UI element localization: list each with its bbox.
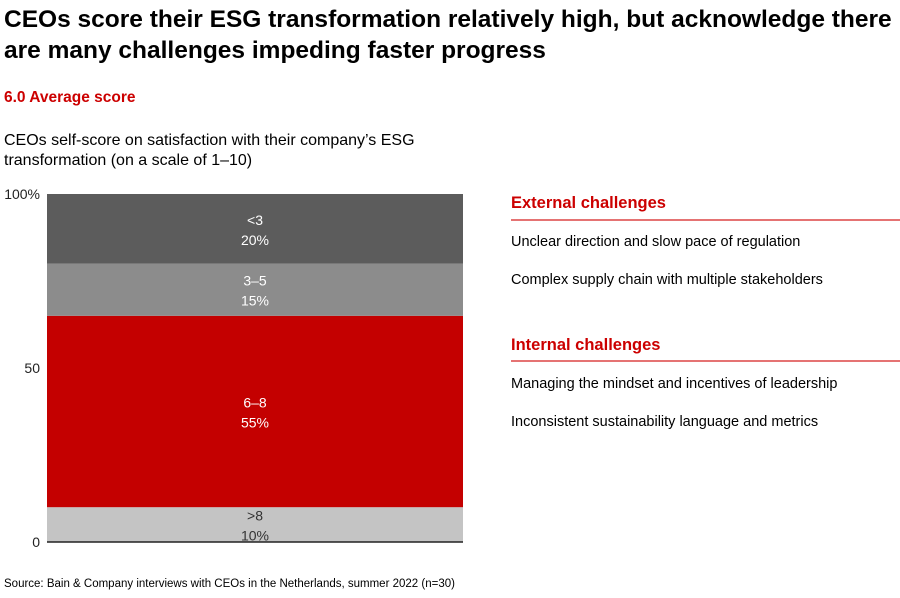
internal-challenge-item: Managing the mindset and incentives of l… — [511, 376, 838, 392]
bar-segment — [47, 315, 463, 508]
segment-value-label: 55% — [241, 415, 269, 431]
bar-segment — [47, 263, 463, 316]
y-tick-label: 50 — [24, 360, 40, 376]
external-divider — [511, 219, 900, 221]
internal-challenge-item: Inconsistent sustainability language and… — [511, 414, 819, 430]
segment-value-label: 15% — [241, 293, 269, 309]
internal-divider — [511, 360, 900, 362]
source-note: Source: Bain & Company interviews with C… — [4, 578, 455, 590]
bar-segment — [47, 194, 463, 264]
external-challenge-item: Unclear direction and slow pace of regul… — [511, 234, 801, 250]
external-challenge-item: Complex supply chain with multiple stake… — [511, 272, 823, 288]
external-challenges-heading: External challenges — [511, 194, 666, 212]
chart-headline: CEOs score their ESG transformation rela… — [4, 6, 892, 64]
y-tick-label: 0 — [32, 534, 40, 550]
average-score: 6.0 Average score — [4, 89, 136, 106]
segment-category-label: 6–8 — [243, 395, 267, 411]
bar-segment — [47, 507, 463, 542]
y-tick-label: 100% — [4, 186, 40, 202]
stacked-bar-chart: >8 10% 6–8 55% 3–5 15% <3 20% 0 50 100% — [4, 186, 463, 550]
segment-category-label: 3–5 — [243, 273, 267, 289]
chart-subtitle: CEOs self-score on satisfaction with the… — [4, 132, 415, 169]
segment-value-label: 20% — [241, 232, 269, 248]
internal-challenges-heading: Internal challenges — [511, 336, 661, 354]
segment-category-label: >8 — [247, 508, 263, 524]
segment-value-label: 10% — [241, 528, 269, 544]
segment-category-label: <3 — [247, 212, 263, 228]
